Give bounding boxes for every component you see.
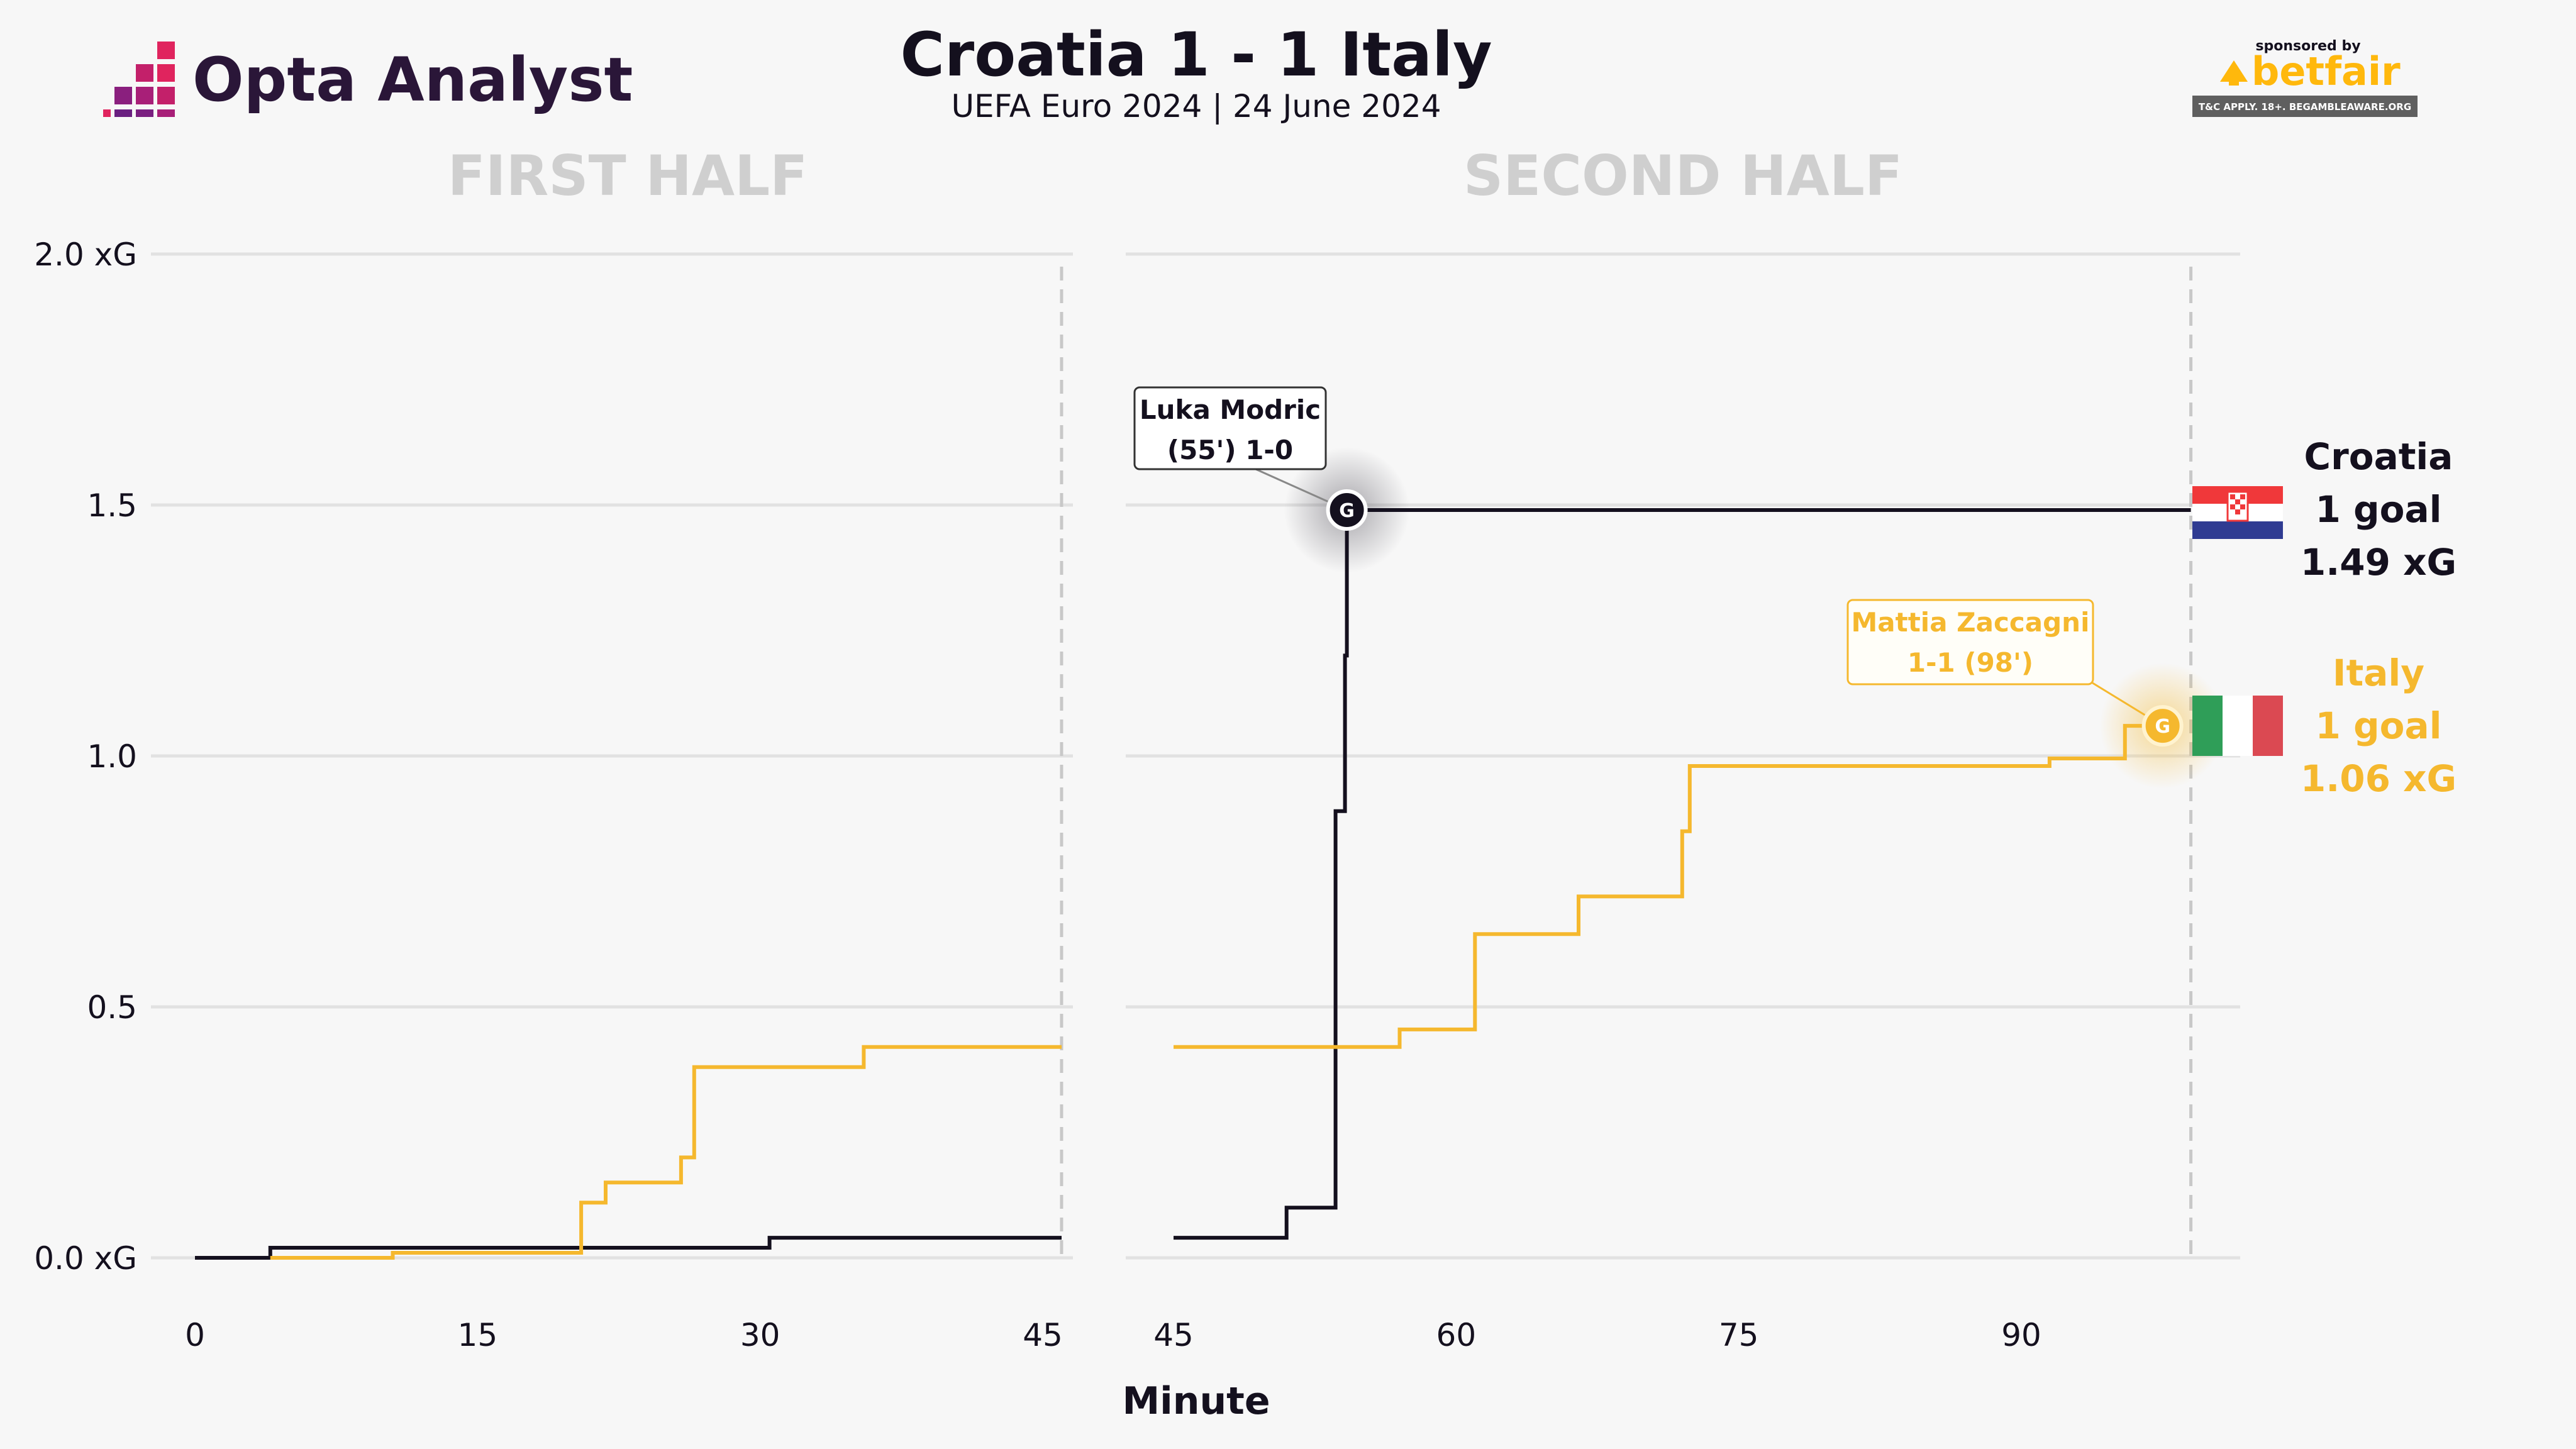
sponsor-prefix: sponsored by — [2255, 38, 2360, 54]
sponsor-name: betfair — [2251, 48, 2401, 94]
croatia-summary: Croatia 1 goal 1.49 xG — [2301, 435, 2457, 584]
croatia-xg: 1.49 xG — [2301, 541, 2457, 584]
croatia-goal-marker — [1326, 489, 1368, 531]
x-tick-label: 45 — [1153, 1317, 1194, 1353]
italy-team-name: Italy — [2333, 652, 2424, 694]
croatia-goal-callout-line: (55') 1-0 — [1167, 435, 1293, 465]
croatia-goals: 1 goal — [2316, 488, 2442, 531]
italy-goal-callout — [1846, 599, 2094, 686]
italy-summary: Italy 1 goal 1.06 xG — [2301, 652, 2457, 800]
chart-subtitle: UEFA Euro 2024 | 24 June 2024 — [951, 88, 1441, 125]
y-tick-label: 0.5 — [87, 989, 137, 1026]
croatia-goal-marker-label: G — [1339, 500, 1355, 522]
x-tick-label: 75 — [1719, 1317, 1759, 1353]
x-tick-label: 60 — [1436, 1317, 1477, 1353]
italy-goal-marker-label: G — [2155, 716, 2170, 738]
italy-xg: 1.06 xG — [2301, 757, 2457, 800]
opta-analyst-logo: Opta Analyst — [103, 42, 633, 117]
croatia-team-name: Croatia — [2304, 435, 2453, 478]
italy-flag-icon — [2192, 696, 2283, 756]
italy-goal-marker — [2141, 705, 2184, 747]
italy-goal-callout-line: Mattia Zaccagni — [1852, 607, 2090, 638]
y-tick-label: 1.5 — [87, 487, 137, 524]
croatia-xg-line-first-half — [195, 1236, 1062, 1260]
croatia-flag-icon — [2192, 486, 2283, 539]
x-axis-ticks: 0 15 30 45 45 60 75 90 — [185, 1317, 2041, 1353]
italy-xg-line-first-half — [270, 1045, 1062, 1260]
y-axis-ticks: 0.0 xG 0.5 1.0 1.5 2.0 xG — [34, 236, 137, 1277]
croatia-goal-callout-line: Luka Modric — [1140, 394, 1321, 425]
first-half-title: FIRST HALF — [448, 143, 808, 208]
x-tick-label: 15 — [458, 1317, 498, 1353]
y-tick-label: 0.0 xG — [34, 1240, 137, 1277]
sponsor-disclaimer-bar — [2192, 96, 2418, 117]
x-tick-label: 0 — [185, 1317, 205, 1353]
grid-lines — [151, 252, 2240, 1260]
x-axis-label: Minute — [1122, 1379, 1270, 1423]
y-tick-label: 1.0 — [87, 738, 137, 775]
chart-title: Croatia 1 - 1 Italy — [900, 19, 1492, 90]
sponsor-disclaimer: T&C APPLY. 18+. BEGAMBLEAWARE.ORG — [2199, 101, 2411, 113]
y-tick-label: 2.0 xG — [34, 236, 137, 273]
second-half-title: SECOND HALF — [1463, 143, 1902, 208]
croatia-goal-callout — [1133, 386, 1327, 470]
betfair-arrow-icon — [2220, 60, 2248, 86]
x-tick-label: 45 — [1023, 1317, 1063, 1353]
opta-logo-mark — [103, 42, 175, 117]
x-tick-label: 30 — [740, 1317, 780, 1353]
series-lines — [195, 508, 2191, 1260]
italy-goals: 1 goal — [2316, 704, 2442, 747]
croatia-xg-line-second-half — [1174, 508, 2191, 1240]
italy-xg-line-second-half — [1174, 724, 2163, 1049]
italy-goal-callout-line: 1-1 (98') — [1907, 647, 2033, 678]
goal-markers: Luka Modric (55') 1-0 G Mattia Zaccagni 1-1 … — [1133, 386, 2226, 789]
x-tick-label: 90 — [2001, 1317, 2041, 1353]
sponsor-block: sponsored by betfair T&C APPLY. 18+. BEG… — [2192, 38, 2418, 117]
brand-name: Opta Analyst — [192, 45, 633, 115]
